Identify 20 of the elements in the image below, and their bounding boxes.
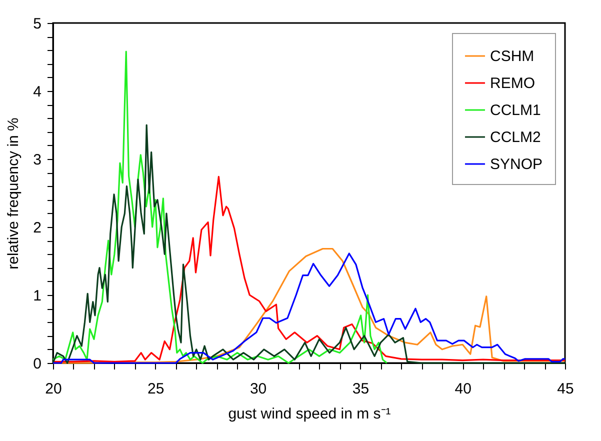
legend-label: CSHM	[490, 48, 534, 65]
y-axis-title: relative frequency in %	[5, 118, 22, 270]
x-axis-title: gust wind speed in m s⁻¹	[228, 406, 391, 422]
legend-label: CCLM2	[490, 129, 541, 146]
x-tick-label: 40	[454, 380, 472, 398]
legend-label: SYNOP	[490, 156, 543, 173]
y-tick-label: 4	[33, 84, 42, 100]
line-series	[52, 50, 388, 364]
x-tick-label: 45	[557, 380, 574, 398]
legend-label: CCLM1	[490, 102, 541, 119]
legend-label: REMO	[490, 75, 535, 92]
y-tick-label: 3	[33, 152, 42, 168]
x-tick-label: 30	[250, 380, 267, 398]
y-tick-label: 2	[33, 220, 42, 236]
y-tick-label: 0	[33, 356, 42, 372]
y-tick-label: 1	[33, 288, 42, 304]
y-tick-label: 5	[33, 16, 42, 32]
x-tick-label: 25	[148, 380, 164, 398]
x-tick-label: 35	[352, 380, 370, 398]
x-tick-label: 20	[45, 380, 62, 398]
